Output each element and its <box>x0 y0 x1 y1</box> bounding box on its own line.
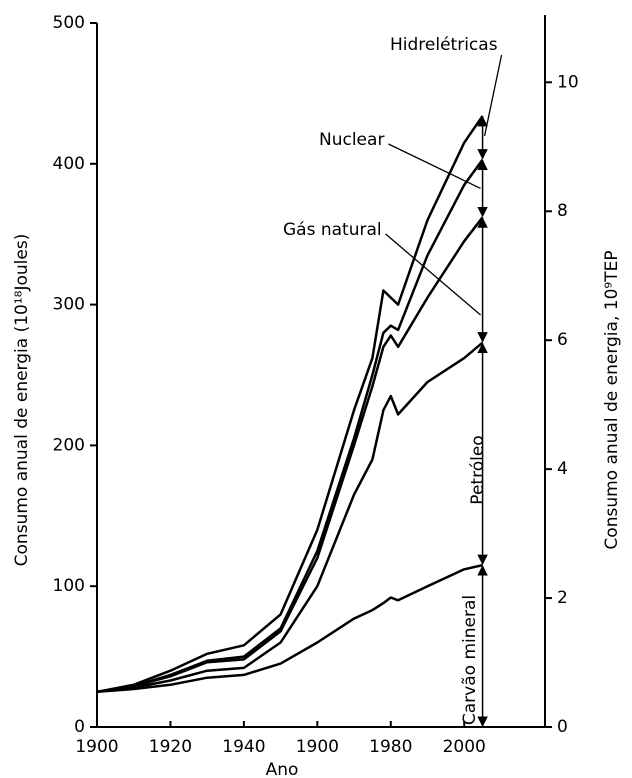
y2-tick-label: 4 <box>557 459 568 479</box>
x-axis-label: Ano <box>266 760 299 778</box>
series-line <box>96 563 483 694</box>
series-label: Hidrelétricas <box>390 35 498 55</box>
x-tick-label: 1900 <box>75 737 118 757</box>
leader-line <box>388 143 481 190</box>
leader-line <box>483 54 503 137</box>
y2-tick-label: 0 <box>557 717 568 737</box>
series-label: Petróleo <box>468 435 488 504</box>
y-tick-label: 500 <box>53 13 85 33</box>
y2-tick-label: 8 <box>557 201 568 221</box>
y-axis-label: Consumo anual de energia (10¹⁸Joules) <box>12 234 32 567</box>
y2-tick-label: 2 <box>557 588 568 608</box>
series-line <box>96 216 484 694</box>
x-tick-label: 1920 <box>149 737 192 757</box>
y-tick-label: 100 <box>53 576 85 596</box>
series-label: Nuclear <box>319 130 384 150</box>
leader-line <box>385 233 481 316</box>
x-tick-label: 1900 <box>296 737 339 757</box>
x-tick-label: 1940 <box>222 737 265 757</box>
y-tick-label: 0 <box>74 717 85 737</box>
y2-axis-label: Consumo anual de energia, 10⁹TEP <box>602 250 622 549</box>
y-tick-label: 200 <box>53 435 85 455</box>
y2-tick-label: 10 <box>557 72 579 92</box>
y2-tick-label: 6 <box>557 330 568 350</box>
y-tick-label: 400 <box>53 154 85 174</box>
series-line <box>96 341 484 694</box>
series-label: Gás natural <box>283 220 382 240</box>
x-tick-label: 2000 <box>443 737 486 757</box>
series-line <box>96 115 484 694</box>
series-label: Carvão mineral <box>460 595 480 725</box>
y-tick-label: 300 <box>53 295 85 315</box>
x-tick-label: 1980 <box>369 737 412 757</box>
series-line <box>96 158 484 694</box>
